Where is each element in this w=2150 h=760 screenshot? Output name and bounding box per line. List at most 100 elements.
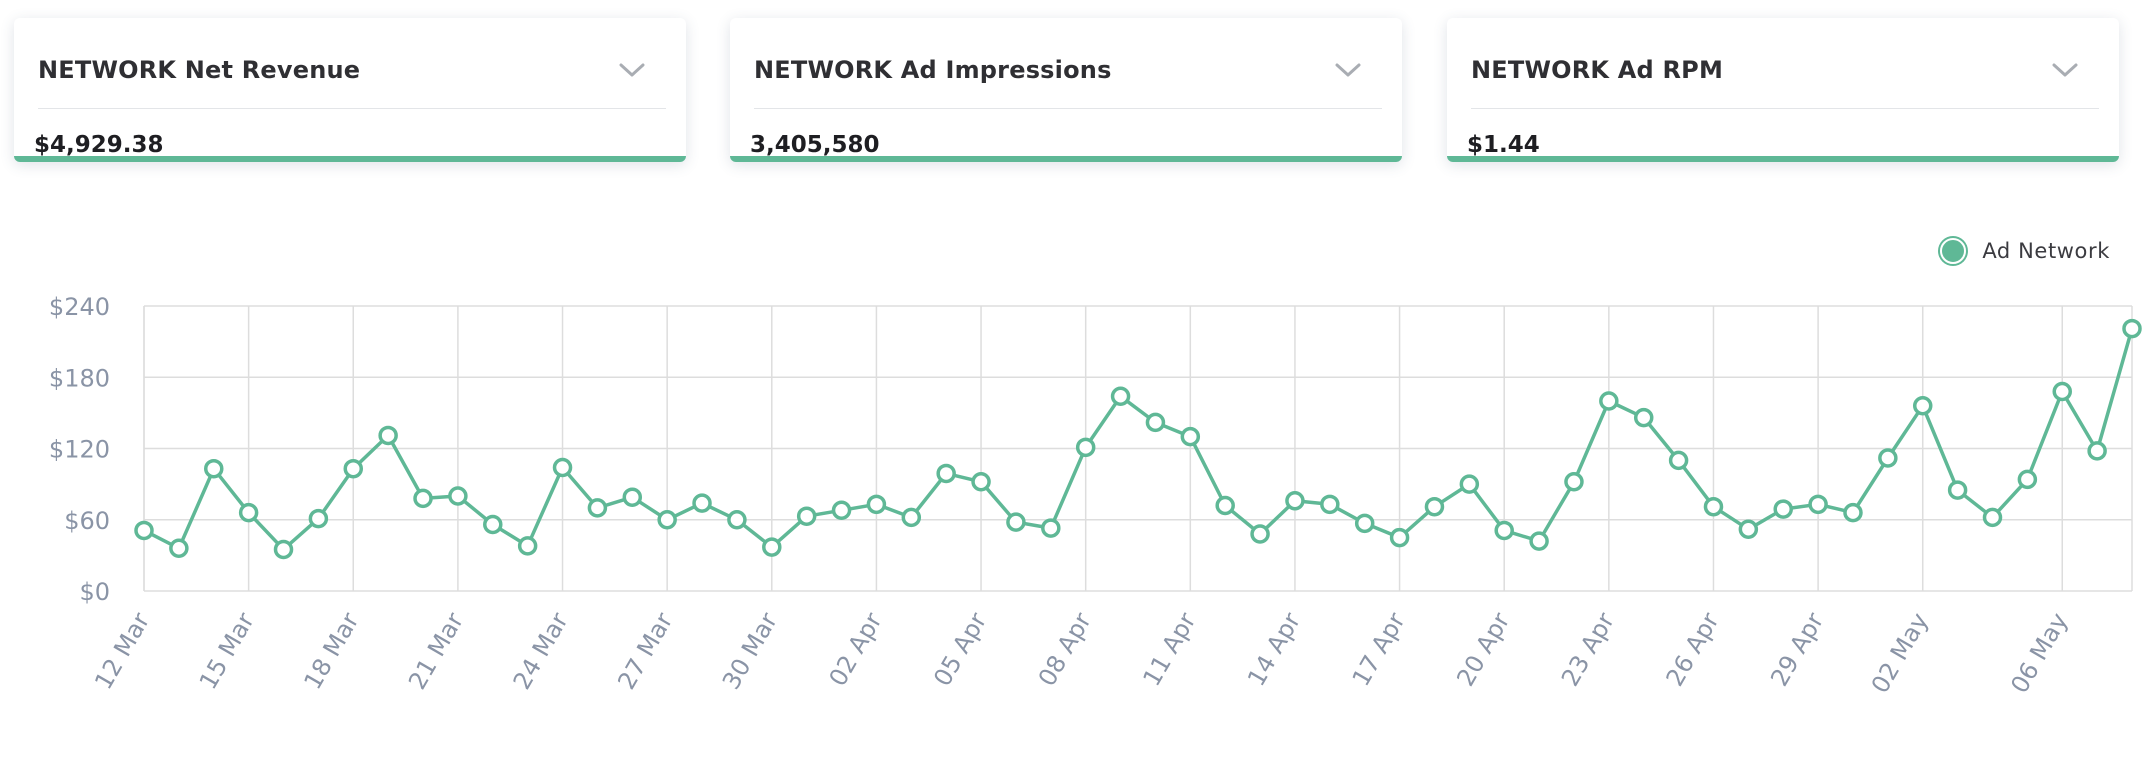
data-point [1320, 494, 1340, 515]
data-point [2052, 381, 2072, 402]
x-tick-label: 20 Apr [1451, 608, 1515, 691]
data-point [1843, 502, 1863, 523]
card-accent-bar [14, 156, 686, 162]
data-point [1354, 513, 1375, 534]
data-point [1459, 474, 1480, 494]
data-point [1529, 531, 1549, 551]
chevron-down-icon[interactable] [2051, 60, 2079, 80]
kpi-card-net-revenue[interactable]: NETWORK Net Revenue $4,929.38 [14, 18, 686, 162]
x-tick-label: 17 Apr [1347, 608, 1411, 691]
data-point [1668, 450, 1689, 471]
kpi-card-value: $4,929.38 [34, 132, 164, 158]
x-tick-label: 23 Apr [1556, 608, 1620, 691]
y-axis-ticks: $0 $60 $120 $180 $240 [49, 293, 110, 606]
data-point [378, 425, 398, 446]
card-divider [754, 108, 1382, 109]
data-point [1633, 407, 1654, 428]
data-point [134, 520, 154, 541]
data-point [1215, 495, 1235, 516]
x-tick-label: 30 Mar [717, 608, 783, 694]
data-point [587, 498, 608, 518]
x-axis-ticks: 12 Mar 15 Mar 18 Mar 21 Mar 24 Mar 27 Mar 30 M… [89, 608, 2073, 698]
series-points-layer [134, 318, 2142, 560]
data-point [1947, 480, 1968, 500]
data-point [1599, 391, 1619, 411]
data-point [273, 539, 294, 560]
kpi-card-title: NETWORK Net Revenue [38, 56, 361, 84]
kpi-card-ad-impressions[interactable]: NETWORK Ad Impressions 3,405,580 [730, 18, 1402, 162]
legend-swatch-icon [1940, 238, 1967, 264]
data-point [1250, 524, 1270, 544]
data-point [448, 486, 468, 506]
x-tick-label: 15 Mar [194, 608, 260, 694]
data-point [622, 487, 643, 507]
x-tick-label: 18 Mar [298, 608, 364, 694]
data-point [1703, 496, 1724, 517]
series-line-layer [143, 328, 2134, 552]
data-point [1424, 496, 1445, 517]
card-accent-bar [1447, 156, 2119, 162]
data-point [1878, 448, 1898, 468]
data-point [796, 506, 817, 526]
y-tick-label: $0 [79, 578, 110, 606]
data-point [483, 514, 503, 535]
x-tick-label: 11 Apr [1137, 608, 1201, 691]
data-point [1180, 426, 1201, 447]
data-point [866, 494, 887, 515]
kpi-card-ad-rpm[interactable]: NETWORK Ad RPM $1.44 [1447, 18, 2119, 162]
card-accent-bar [730, 156, 1402, 162]
data-point [2087, 441, 2107, 461]
data-point [727, 510, 747, 530]
data-point [1041, 518, 1061, 538]
y-tick-label: $240 [49, 293, 110, 321]
kpi-card-value: $1.44 [1467, 132, 1540, 158]
x-tick-label: 02 May [1866, 608, 1934, 698]
data-point [1808, 494, 1828, 515]
x-tick-label: 05 Apr [928, 608, 992, 691]
series-line-ad-network [143, 328, 2134, 552]
data-point [692, 493, 712, 513]
data-point [413, 488, 433, 509]
x-tick-label: 08 Apr [1033, 608, 1097, 691]
data-point [901, 507, 922, 528]
data-point [238, 502, 259, 523]
y-tick-label: $120 [49, 436, 110, 464]
x-tick-label: 12 Mar [89, 608, 155, 694]
data-point [517, 536, 538, 556]
data-point [1075, 437, 1096, 458]
data-point [552, 457, 573, 478]
kpi-card-title: NETWORK Ad RPM [1471, 56, 1724, 84]
x-tick-label: 02 Apr [824, 608, 888, 691]
y-tick-label: $60 [64, 507, 110, 535]
data-point [831, 500, 852, 520]
kpi-cards: NETWORK Net Revenue $4,929.38 NETWORK Ad… [0, 0, 2150, 180]
x-tick-label: 24 Mar [508, 608, 574, 694]
kpi-card-value: 3,405,580 [750, 132, 880, 158]
data-point [657, 510, 677, 530]
data-point [1773, 499, 1793, 519]
card-divider [38, 108, 666, 109]
data-point [1982, 507, 2003, 528]
data-point [308, 508, 329, 529]
chevron-down-icon[interactable] [618, 60, 646, 80]
x-tick-label: 06 May [2005, 608, 2073, 698]
revenue-line-chart: Ad Network $0 $60 $120 $180 $240 12 Mar 15 Ma… [0, 220, 2150, 760]
data-point [1494, 520, 1514, 541]
data-point [1738, 519, 1759, 539]
chart-canvas: $0 $60 $120 $180 $240 12 Mar 15 Mar 18 Mar 21 M… [49, 293, 2142, 698]
data-point [762, 537, 782, 557]
data-point [2122, 318, 2142, 339]
data-point [1110, 386, 1131, 406]
y-tick-label: $180 [49, 364, 110, 392]
data-point [1912, 396, 1933, 416]
chart-legend[interactable]: Ad Network [1940, 238, 2110, 264]
data-point [1145, 412, 1166, 433]
chevron-down-icon[interactable] [1334, 60, 1362, 80]
data-point [343, 458, 364, 479]
data-point [204, 458, 224, 479]
x-tick-label: 14 Apr [1242, 608, 1306, 691]
card-divider [1471, 108, 2099, 109]
data-point [1564, 472, 1584, 492]
data-point [169, 538, 189, 558]
x-tick-label: 26 Apr [1661, 608, 1725, 691]
